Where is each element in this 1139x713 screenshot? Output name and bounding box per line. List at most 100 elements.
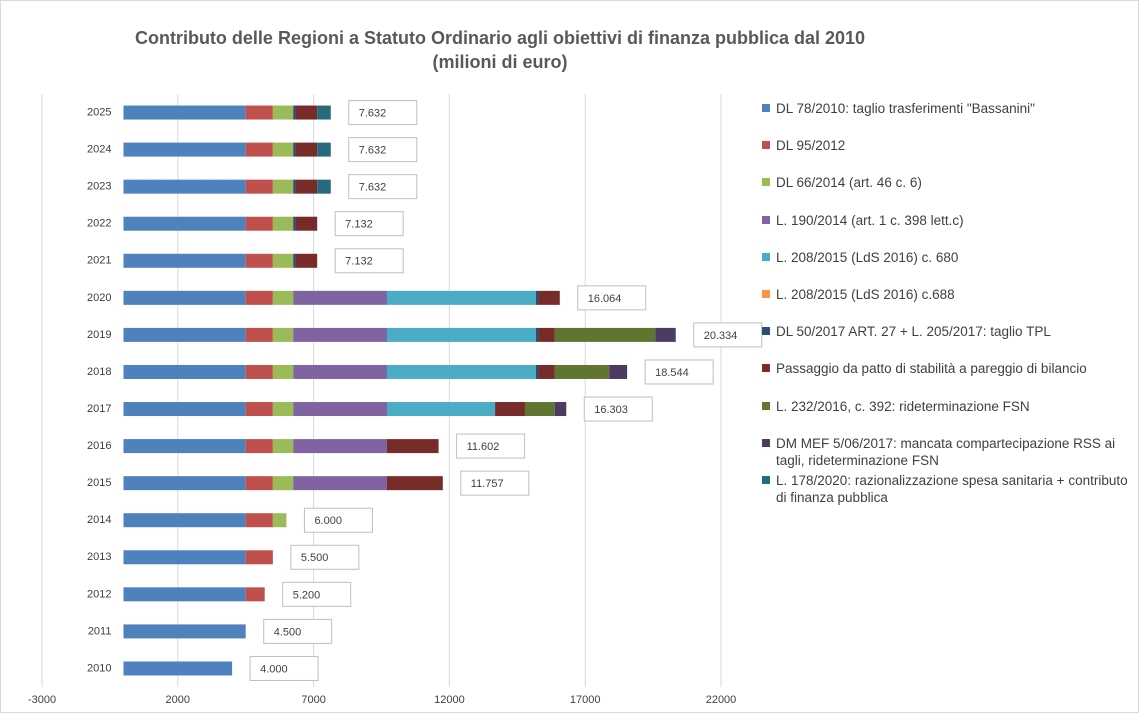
y-tick-label: 2021 xyxy=(87,255,111,267)
legend-swatch xyxy=(762,178,770,187)
bar-segment xyxy=(538,327,555,342)
legend-swatch xyxy=(762,252,770,261)
bar-segment xyxy=(123,290,246,305)
legend-swatch xyxy=(762,104,770,112)
legend-swatch xyxy=(762,364,770,373)
legend-swatch xyxy=(762,215,770,224)
bar-segment xyxy=(538,364,555,379)
bar-segment xyxy=(272,253,294,268)
bar-segment xyxy=(495,402,525,417)
bar-segment xyxy=(554,327,656,342)
bar-segment xyxy=(293,290,387,305)
total-label-box xyxy=(290,544,360,570)
bar-segment xyxy=(245,550,273,565)
bar-segment xyxy=(317,105,331,120)
bar-segment xyxy=(609,364,628,379)
legend-swatch xyxy=(762,327,770,336)
chart-subtitle: (milioni di euro) xyxy=(432,52,568,72)
bar-segment xyxy=(293,439,387,454)
bar-segment xyxy=(538,290,560,305)
bar-segment xyxy=(272,402,294,417)
total-label: 4.000 xyxy=(260,663,288,675)
bar-segment xyxy=(245,513,273,528)
x-tick-label: 12000 xyxy=(434,694,465,706)
bar-segment xyxy=(272,364,294,379)
bar-segment xyxy=(295,105,318,120)
total-label: 16.303 xyxy=(594,404,628,416)
total-label-box xyxy=(334,211,404,237)
legend-label: L. 190/2014 (art. 1 c. 398 lett.c) xyxy=(776,212,964,228)
bar-segment xyxy=(535,327,539,342)
bar-segment xyxy=(123,216,246,231)
y-tick-label: 2017 xyxy=(87,403,111,415)
total-label: 16.064 xyxy=(588,293,622,305)
legend-label: Passaggio da patto di stabilità a paregg… xyxy=(776,361,1087,377)
y-tick-label: 2023 xyxy=(87,181,111,193)
total-label: 7.632 xyxy=(359,107,387,119)
bar-segment xyxy=(386,402,496,417)
y-tick-label: 2019 xyxy=(87,329,111,341)
bar-segment xyxy=(386,439,439,454)
legend-label: DM MEF 5/06/2017: mancata compartecipazi… xyxy=(776,435,1116,468)
total-label: 7.632 xyxy=(359,182,387,194)
legend-swatch xyxy=(762,401,770,410)
y-tick-label: 2012 xyxy=(87,588,111,600)
y-tick-label: 2022 xyxy=(87,218,111,230)
bar-segment xyxy=(272,179,294,194)
legend-label: L. 232/2016, c. 392: rideterminazione FS… xyxy=(776,398,1030,414)
bar-segment xyxy=(293,476,387,491)
y-tick-label: 2013 xyxy=(87,551,111,563)
bar-segment xyxy=(245,216,273,231)
bar-segment xyxy=(272,105,294,120)
bar-segment xyxy=(554,364,610,379)
bar-segment xyxy=(245,142,273,157)
bar-segment xyxy=(293,364,387,379)
bar-segment xyxy=(317,179,331,194)
total-label-box xyxy=(644,359,714,385)
bar-segment xyxy=(386,476,443,491)
bar-segment xyxy=(293,179,296,194)
bar-segment xyxy=(245,290,273,305)
total-label-box xyxy=(303,507,373,533)
bar-segment xyxy=(293,105,296,120)
y-tick-label: 2014 xyxy=(87,514,111,526)
total-label-box xyxy=(456,433,526,459)
y-tick-label: 2018 xyxy=(87,366,111,378)
total-label: 7.132 xyxy=(345,256,373,268)
bar-segment xyxy=(386,290,536,305)
bar-segment xyxy=(123,179,246,194)
bar-segment xyxy=(272,439,294,454)
legend-swatch xyxy=(762,476,770,484)
bar-segment xyxy=(245,105,273,120)
bar-segment xyxy=(123,327,246,342)
bar-segment xyxy=(123,550,246,565)
bar-segment xyxy=(293,402,387,417)
x-tick-label: 17000 xyxy=(570,694,601,706)
total-label: 5.200 xyxy=(293,589,321,601)
total-label-box xyxy=(693,322,763,348)
bar-segment xyxy=(272,476,294,491)
bar-segment xyxy=(293,327,387,342)
bar-segment xyxy=(272,290,294,305)
bar-segment xyxy=(317,142,331,157)
bar-segment xyxy=(386,364,536,379)
bar-segment xyxy=(272,513,287,528)
total-label: 5.500 xyxy=(301,552,329,564)
y-tick-label: 2024 xyxy=(87,144,111,156)
y-tick-label: 2011 xyxy=(88,625,112,637)
total-label-box xyxy=(348,137,418,163)
total-label: 4.500 xyxy=(274,626,302,638)
bar-segment xyxy=(123,513,246,528)
total-label: 7.132 xyxy=(345,219,373,231)
bar-segment xyxy=(245,439,273,454)
bar-segment xyxy=(123,476,246,491)
y-tick-label: 2015 xyxy=(87,477,111,489)
bar-segment xyxy=(535,290,539,305)
bar-segment xyxy=(123,439,246,454)
bar-segment xyxy=(245,476,273,491)
total-label: 18.544 xyxy=(655,367,689,379)
total-label: 11.757 xyxy=(471,478,504,490)
total-label-box xyxy=(583,396,653,422)
bar-segment xyxy=(655,327,676,342)
